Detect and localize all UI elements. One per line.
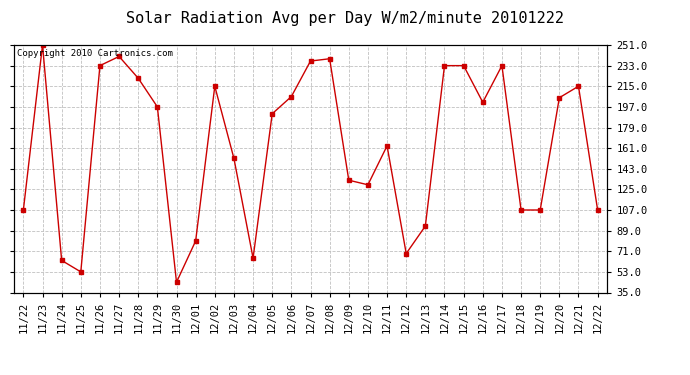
Text: Copyright 2010 Cartronics.com: Copyright 2010 Cartronics.com [17, 49, 172, 58]
Text: Solar Radiation Avg per Day W/m2/minute 20101222: Solar Radiation Avg per Day W/m2/minute … [126, 11, 564, 26]
